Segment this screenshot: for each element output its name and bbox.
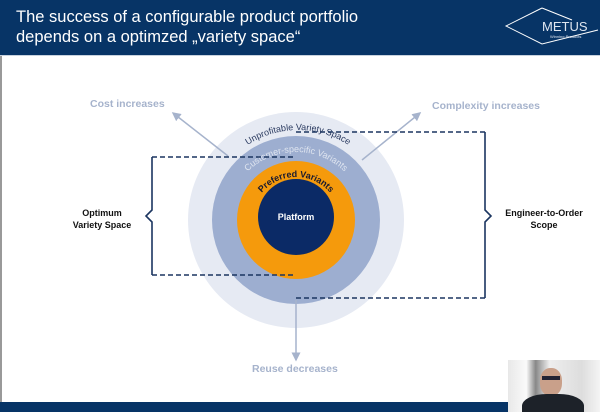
presenter-face <box>540 368 562 396</box>
title-line-1: The success of a configurable product po… <box>16 8 359 26</box>
presenter-body <box>522 394 584 412</box>
bracket-eto <box>296 131 493 299</box>
slide-header: The success of a configurable product po… <box>0 0 600 56</box>
slide-border <box>0 56 2 402</box>
title-line-2: depends on a optimzed „variety space“ <box>16 28 301 46</box>
logo-subtext: Winning Products <box>550 34 581 39</box>
arrow-complexity <box>361 112 422 161</box>
arrow-cost <box>171 112 229 157</box>
bracket-optimum <box>144 156 296 276</box>
presenter-glasses <box>542 376 560 380</box>
label-complexity-increases: Complexity increases <box>432 100 540 112</box>
label-reuse-decreases: Reuse decreases <box>252 363 338 375</box>
label-optimum-variety-space: Optimum Variety Space <box>60 207 144 231</box>
label-platform: Platform <box>278 212 315 222</box>
eto-line-1: Engineer-to-Order <box>505 208 583 218</box>
core-platform <box>258 179 334 255</box>
metus-logo: METUS Winning Products <box>504 7 599 45</box>
logo-text: METUS <box>542 19 588 34</box>
slide-title: The success of a configurable product po… <box>16 7 436 47</box>
webcam-video-overlay <box>508 360 600 412</box>
label-eto-scope: Engineer-to-Order Scope <box>494 207 594 231</box>
optimum-line-2: Variety Space <box>72 220 132 230</box>
variety-space-diagram: Unprofitable Variety Space Customer-spec… <box>144 112 493 362</box>
optimum-line-1: Optimum <box>82 208 122 218</box>
label-cost-increases: Cost increases <box>90 98 165 110</box>
eto-line-2: Scope <box>530 220 558 230</box>
slide-footer-bar <box>0 402 508 412</box>
